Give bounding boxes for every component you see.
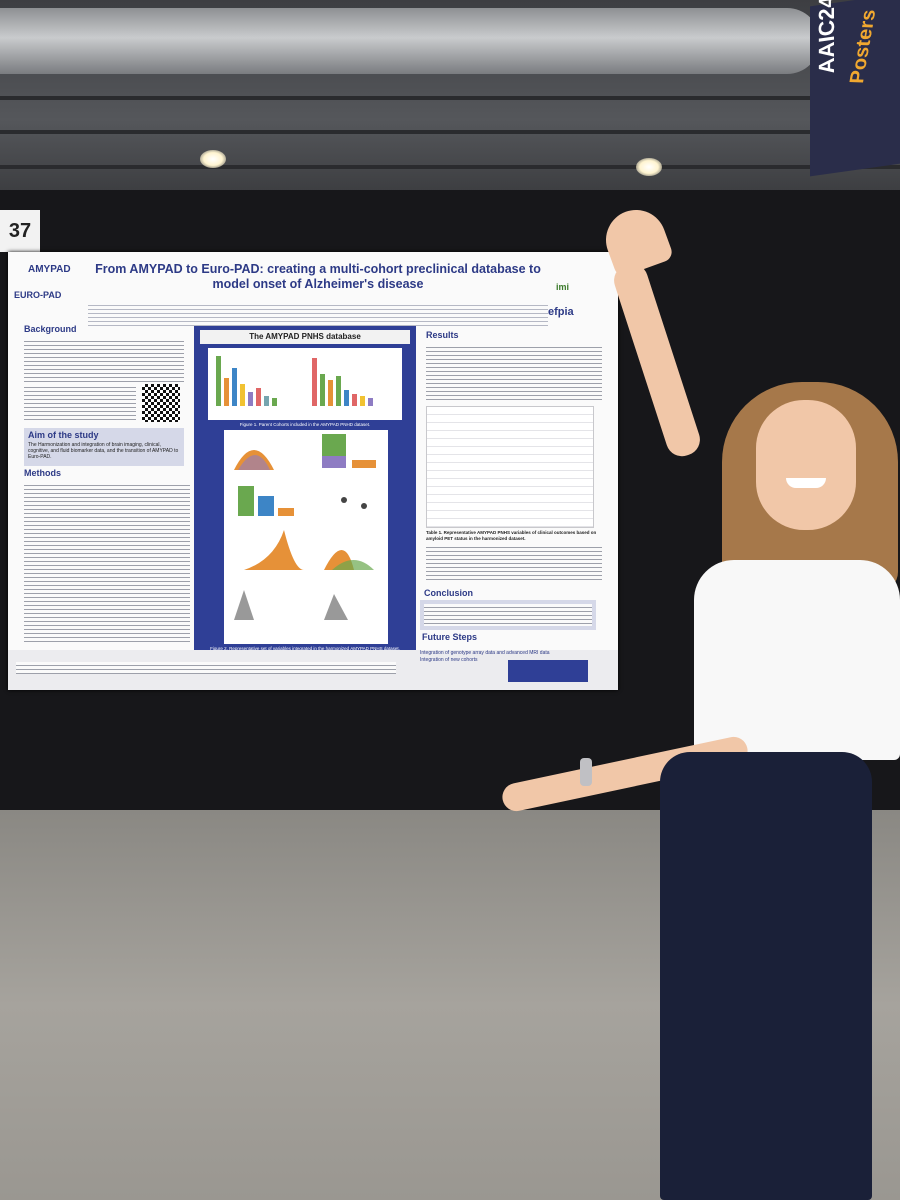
section-future-steps: Future Steps xyxy=(422,632,478,642)
aim-box: Aim of the study The Harmonization and i… xyxy=(24,428,184,466)
background-text xyxy=(24,384,136,422)
ceiling-truss xyxy=(0,96,900,100)
conclusion-text xyxy=(424,604,592,626)
qr-code xyxy=(142,384,180,422)
results-text xyxy=(426,344,602,402)
section-aim: Aim of the study xyxy=(28,430,99,440)
background-text xyxy=(24,338,184,382)
figure-1-bars xyxy=(216,356,373,406)
ventilation-duct xyxy=(0,8,820,74)
amypad-logo: AMYPAD EURO-PAD xyxy=(14,258,74,306)
table-caption: Table 1. Representative AMYPAD PNHS vari… xyxy=(426,530,597,541)
sponsor-efpia: efpia xyxy=(548,306,574,318)
research-poster: AMYPAD EURO-PAD From AMYPAD to Euro-PAD:… xyxy=(8,252,618,690)
center-header: The AMYPAD PNHS database xyxy=(200,330,410,344)
results-table xyxy=(426,406,594,528)
conclusion-box: Conclusion xyxy=(420,588,596,630)
figure-1-chart xyxy=(208,348,402,420)
poster-title: From AMYPAD to Euro-PAD: creating a mult… xyxy=(95,262,541,291)
logo-amypad: AMYPAD xyxy=(28,264,71,275)
sponsor-imi: imi xyxy=(556,282,570,292)
figure-1-caption: Figure 1. Parent Cohorts included in the… xyxy=(239,422,371,427)
banner-label: Posters xyxy=(846,9,881,85)
ceiling-lamp xyxy=(636,158,662,176)
posters-banner: AAIC24 Posters xyxy=(810,0,900,177)
face xyxy=(756,400,856,530)
center-figures: The AMYPAD PNHS database Figure 1. Paren… xyxy=(194,326,416,656)
banner-year: AAIC24 xyxy=(814,0,839,76)
booth-number: 37 xyxy=(0,210,40,252)
ceiling xyxy=(0,0,900,200)
ceiling-truss xyxy=(0,130,900,134)
methods-text xyxy=(24,482,190,642)
logo-europad: EURO-PAD xyxy=(14,290,62,300)
author-list xyxy=(88,302,548,326)
partner-logos xyxy=(16,662,396,674)
ceiling-truss xyxy=(0,165,900,169)
smile xyxy=(786,478,826,488)
figure-2-charts xyxy=(234,434,376,620)
results-notes xyxy=(426,544,602,582)
aim-text: The Harmonization and integration of bra… xyxy=(28,442,179,460)
section-background: Background xyxy=(24,324,77,334)
figure-2-caption: Figure 2. Representative set of variable… xyxy=(210,646,400,651)
future-step-1: Integration of genotype array data and a… xyxy=(420,650,550,656)
section-methods: Methods xyxy=(24,468,61,478)
section-results: Results xyxy=(426,330,459,340)
future-step-2: Integration of new cohorts xyxy=(420,657,478,663)
figure-2-panels xyxy=(224,430,388,644)
contact-box xyxy=(508,660,588,682)
wristwatch xyxy=(580,758,592,786)
navy-pants xyxy=(660,752,872,1200)
ceiling-lamp xyxy=(200,150,226,168)
white-shirt xyxy=(694,560,900,760)
section-conclusion: Conclusion xyxy=(424,588,473,598)
